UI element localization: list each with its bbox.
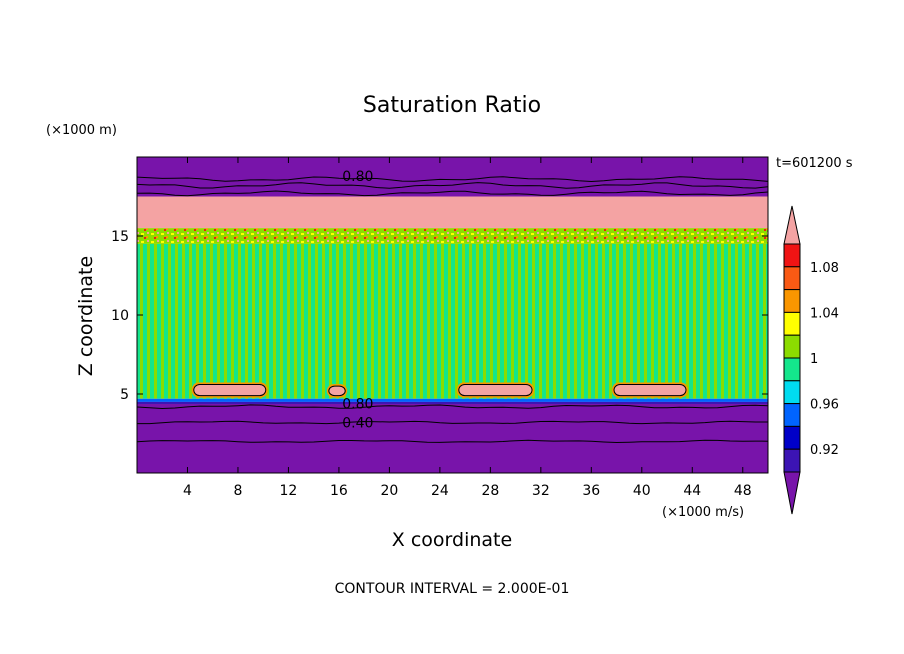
colorbar-label-0: 1.08: [810, 261, 839, 276]
contour-lines: [137, 176, 768, 444]
cloud-base-inner: [137, 401, 768, 404]
colorbar-band-7: [783, 403, 801, 427]
lens-0: [193, 384, 267, 397]
contour-label-0: 0.80: [342, 169, 373, 185]
field-layers: [137, 157, 768, 473]
colorbar-band-2: [783, 289, 801, 313]
contour-label-1: 0.80: [342, 396, 373, 412]
field-region-2: [137, 228, 768, 244]
y-axis-ticks: 5 10 15: [111, 229, 768, 403]
x-axis-label: X coordinate: [392, 529, 512, 551]
x-tick-label-5: 24: [431, 483, 449, 499]
colorbar-band-0: [783, 243, 801, 268]
colorbar-band-5: [783, 357, 801, 382]
field-region-3: [137, 196, 768, 229]
field-region-1: [137, 243, 768, 399]
x-tick-label-11: 48: [734, 483, 752, 499]
x-tick-label-3: 16: [330, 483, 348, 499]
colorbar-label-2: 1: [810, 352, 818, 367]
lens-1: [328, 385, 346, 397]
x-tick-label-0: 4: [183, 483, 192, 499]
contour-line-1: [137, 182, 768, 189]
colorbar-band-8: [783, 425, 801, 450]
colorbar-band-3: [783, 311, 801, 336]
x-tick-label-10: 44: [683, 483, 701, 499]
lens-2: [458, 384, 533, 397]
colorbar-label-1: 1.04: [810, 306, 839, 321]
plot-area: [137, 157, 768, 473]
contour-label-2: 0.40: [342, 415, 373, 431]
x-axis-ticks: 4 8 12 16 20 24 28 32 36 40 44 48: [183, 157, 752, 499]
y-tick-label-0: 5: [120, 387, 129, 403]
contour-labels: 0.80 0.80 0.40: [342, 169, 373, 431]
field-region-4: [137, 157, 768, 197]
contour-line-4: [137, 420, 768, 425]
colorbar-over-arrow: [783, 205, 801, 245]
x-units-label: (×1000 m/s): [662, 505, 744, 520]
colorbar-band-6: [783, 380, 801, 405]
x-tick-label-8: 36: [582, 483, 600, 499]
colorbar-under-arrow: [783, 471, 801, 515]
colorbar-label-3: 0.96: [810, 398, 839, 413]
contour-line-3: [137, 404, 768, 410]
contour-line-0: [137, 176, 768, 183]
cloud-base-edge: [137, 398, 768, 402]
field-region-0: [137, 401, 768, 473]
y-units-label: (×1000 m): [46, 123, 117, 138]
footer-contour-interval: CONTOUR INTERVAL = 2.000E-01: [335, 581, 570, 597]
time-label: t=601200 s: [776, 156, 853, 171]
x-tick-label-6: 28: [481, 483, 499, 499]
x-tick-label-1: 8: [233, 483, 242, 499]
colorbar-band-1: [783, 266, 801, 291]
x-tick-label-7: 32: [532, 483, 550, 499]
contour-line-2: [137, 190, 768, 197]
x-tick-label-9: 40: [633, 483, 651, 499]
x-tick-label-2: 12: [280, 483, 298, 499]
lens-3: [613, 384, 687, 397]
x-tick-label-4: 20: [380, 483, 398, 499]
chart-title: Saturation Ratio: [363, 93, 541, 118]
y-axis-label: Z coordinate: [75, 256, 97, 376]
supersaturated-lenses: [191, 382, 688, 398]
colorbar-label-4: 0.92: [810, 443, 839, 458]
colorbar-band-9: [783, 448, 801, 473]
colorbar-band-4: [783, 334, 801, 359]
colorbar-legend: 1.08 1.04 1 0.96 0.92: [783, 205, 839, 515]
y-tick-label-1: 10: [111, 308, 129, 324]
y-tick-label-2: 15: [111, 229, 129, 245]
contour-line-5: [137, 439, 768, 444]
